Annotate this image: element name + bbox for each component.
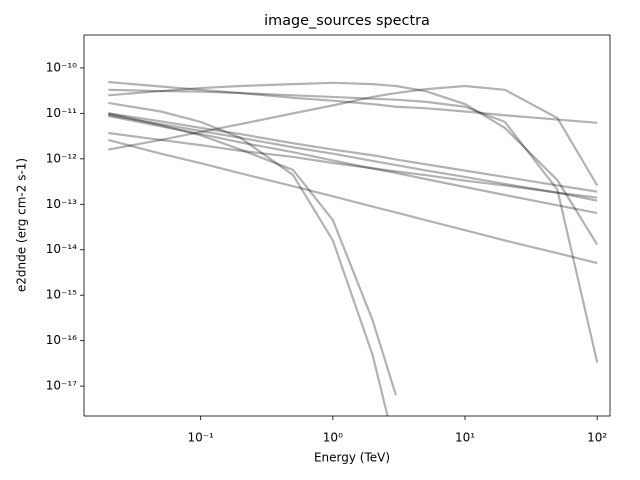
y-tick-label: 10⁻¹⁶ [46, 333, 77, 347]
chart-title: image_sources spectra [264, 13, 430, 29]
y-tick-label: 10⁻¹² [46, 151, 77, 165]
y-tick-label: 10⁻¹⁴ [46, 242, 77, 256]
plot-frame [83, 34, 611, 417]
x-tick-label: 10⁰ [323, 431, 343, 445]
x-tick-label: 10¹ [455, 431, 475, 445]
plot-lines [108, 80, 599, 416]
spectrum-line [108, 114, 598, 215]
spectrum-line [108, 138, 598, 265]
spectrum-line [108, 101, 389, 416]
spectrum-line [108, 80, 598, 124]
spectrum-line [108, 131, 598, 199]
x-axis-label: Energy (TeV) [314, 451, 390, 465]
y-tick-label: 10⁻¹⁷ [46, 379, 77, 393]
spectrum-line [108, 81, 599, 246]
y-tick-label: 10⁻¹¹ [46, 106, 77, 120]
y-tick-label: 10⁻¹⁵ [46, 288, 77, 302]
spectrum-line [108, 112, 598, 193]
spectrum-line [108, 84, 599, 186]
spectrum-line [108, 112, 397, 396]
y-axis-label: e2dnde (erg cm-2 s-1) [15, 158, 29, 292]
spectrum-line [108, 113, 598, 202]
x-tick-label: 10² [587, 431, 607, 445]
spectrum-line [108, 88, 599, 363]
x-tick-label: 10⁻¹ [187, 431, 214, 445]
y-tick-label: 10⁻¹⁰ [46, 60, 77, 74]
y-tick-label: 10⁻¹³ [46, 197, 77, 211]
